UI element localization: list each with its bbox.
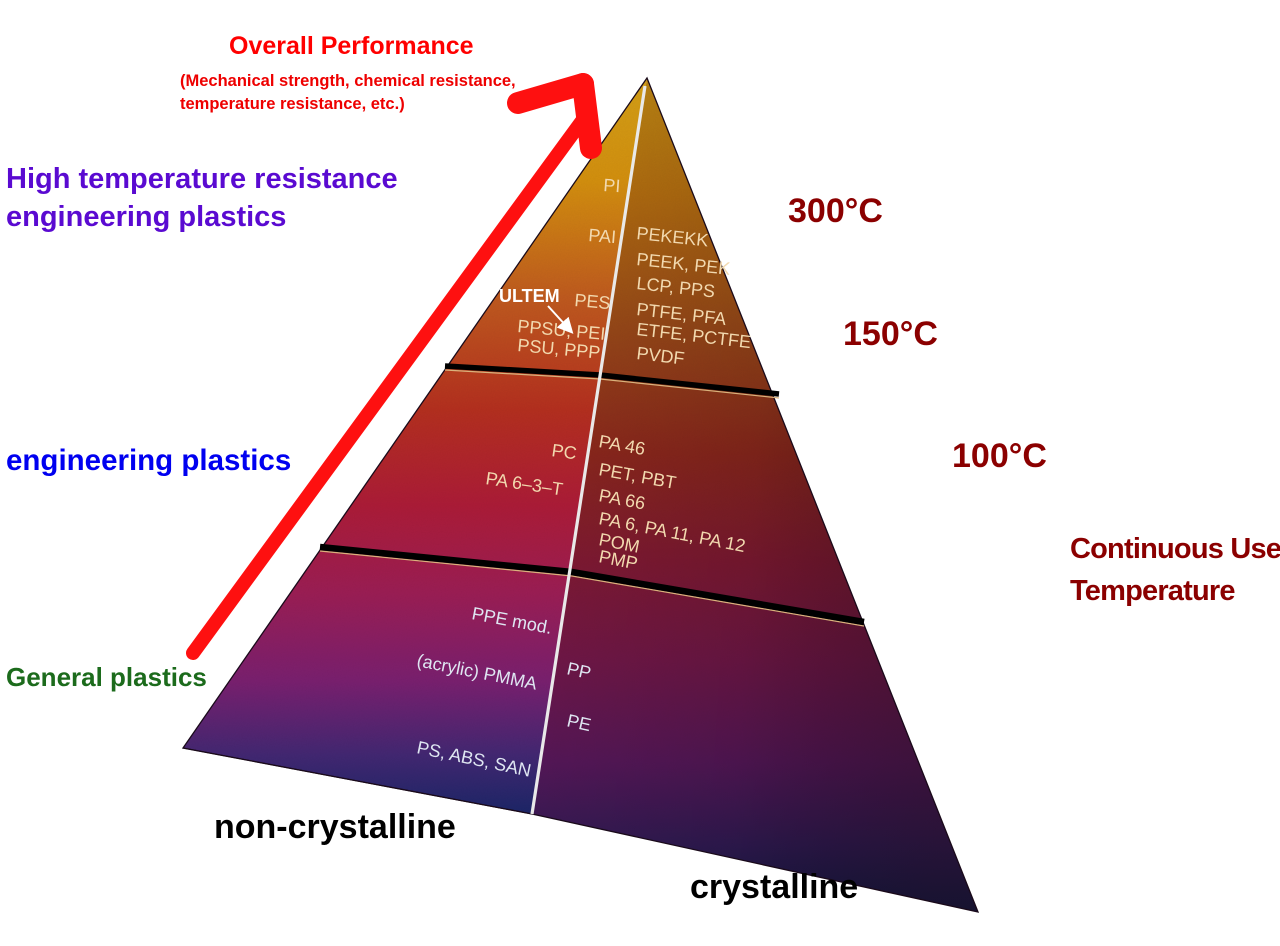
svg-text:PAI: PAI xyxy=(588,225,617,247)
svg-text:PC: PC xyxy=(550,440,578,463)
svg-text:PES: PES xyxy=(574,290,612,313)
svg-text:ULTEM: ULTEM xyxy=(499,286,560,306)
svg-text:PI: PI xyxy=(603,175,621,196)
